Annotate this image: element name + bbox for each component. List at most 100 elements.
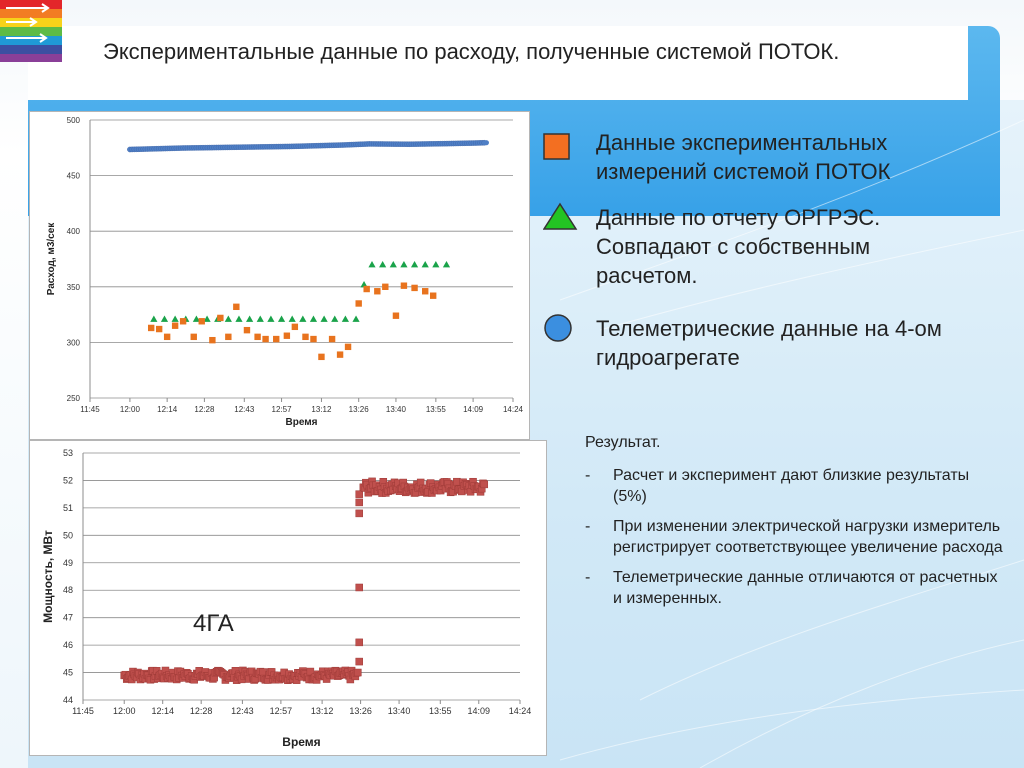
- x-axis-label: Время: [286, 417, 318, 428]
- potok-point: [171, 322, 179, 329]
- potok-point: [355, 300, 362, 307]
- power-point: [355, 638, 363, 647]
- power-point: [355, 657, 363, 666]
- power-chart: 44 45 46 47 48 49 50 51 52 53 11:45 12:00 12:14 12:28…: [29, 440, 547, 756]
- x-tick-label: 11:45: [72, 706, 94, 716]
- potok-point: [422, 288, 429, 295]
- power-point: [355, 509, 363, 518]
- power-point: [354, 668, 362, 677]
- power-chart-svg: 44 45 46 47 48 49 50 51 52 53 11:45 12:00 12:14 12:28…: [41, 448, 531, 749]
- potok-point: [283, 332, 291, 339]
- potok-point: [344, 343, 352, 351]
- potok-point: [243, 326, 251, 334]
- potok-point: [318, 353, 325, 361]
- potok-point: [147, 324, 155, 332]
- x-tick-label: 12:14: [157, 405, 178, 414]
- potok-point: [209, 336, 216, 344]
- orgres-point: [299, 315, 307, 322]
- x-tick-label: 12:28: [194, 405, 215, 414]
- potok-point: [233, 303, 240, 311]
- x-tick-label: 12:43: [234, 405, 255, 414]
- result-heading: Результат.: [585, 434, 661, 451]
- x-tick-label: 13:26: [349, 405, 370, 414]
- y-tick-label: 52: [63, 475, 73, 485]
- potok-point: [363, 285, 370, 293]
- orgres-point: [256, 315, 264, 322]
- orgres-point: [360, 280, 368, 288]
- result-bullet-text: Расчет и эксперимент дают близкие резуль…: [613, 467, 970, 505]
- potok-point: [400, 282, 408, 289]
- potok-point: [273, 335, 280, 343]
- potok-point: [336, 351, 344, 358]
- potok-point: [163, 333, 171, 341]
- power-point: [453, 477, 461, 486]
- x-tick-label: 13:26: [349, 706, 372, 716]
- y-tick-label: 400: [67, 227, 81, 236]
- orgres-point: [368, 260, 376, 268]
- flow-rate-chart: 250 300 350 400 450 500 11:45 12:00 12:14 12:28 12…: [29, 111, 530, 440]
- legend-triangle-icon: [543, 202, 578, 230]
- potok-point: [291, 323, 299, 331]
- potok-point: [382, 283, 389, 290]
- x-tick-label: 13:40: [388, 706, 411, 716]
- legend-item-orgres: Данные по отчету ОРГРЭС. Совпадают с соб…: [596, 205, 881, 288]
- orgres-point: [171, 315, 179, 322]
- bullet-dash: -: [585, 467, 591, 484]
- power-point: [355, 490, 363, 498]
- x-tick-label: 12:57: [270, 706, 293, 716]
- y-tick-label: 49: [63, 558, 73, 568]
- rainbow-arrows-logo: [0, 0, 62, 62]
- orgres-point: [203, 315, 211, 322]
- orgres-point: [277, 315, 286, 322]
- x-tick-label: 12:00: [113, 706, 136, 716]
- legend-item-potok: Данные экспериментальных измерений систе…: [596, 130, 891, 184]
- result-section: Результат. - Расчет и эксперимент дают б…: [585, 432, 1005, 618]
- power-point: [355, 498, 363, 507]
- x-tick-label: 14:09: [463, 405, 484, 414]
- orgres-point: [150, 315, 158, 322]
- potok-point: [392, 312, 400, 319]
- potok-point: [302, 333, 309, 341]
- x-tick-label: 11:45: [80, 405, 100, 414]
- result-bullet: - При изменении электрической нагрузки и…: [585, 516, 1005, 558]
- result-bullet-text: Телеметрические данные отличаются от рас…: [613, 569, 998, 607]
- y-tick-label: 48: [63, 585, 73, 595]
- power-point: [259, 668, 267, 676]
- x-tick-label: 14:09: [468, 706, 491, 716]
- orgres-point: [421, 260, 429, 268]
- y-tick-label: 450: [67, 172, 81, 181]
- orgres-point: [267, 315, 275, 322]
- orgres-point: [410, 260, 419, 268]
- result-bullet-text: При изменении электрической нагрузки изм…: [613, 518, 1003, 556]
- legend-square-icon: [543, 133, 570, 160]
- potok-point: [254, 333, 261, 341]
- orgres-point: [235, 315, 243, 322]
- telemetry-point: [483, 140, 489, 146]
- potok-point: [262, 335, 269, 343]
- x-tick-label: 13:55: [429, 706, 452, 716]
- result-bullet: - Расчет и эксперимент дают близкие резу…: [585, 465, 1005, 507]
- y-tick-label: 53: [63, 448, 73, 458]
- potok-point: [374, 288, 381, 295]
- power-point: [480, 480, 489, 489]
- power-point: [355, 583, 363, 592]
- legend-item-telemetry: Телеметрические данные на 4-ом гидроагре…: [596, 316, 942, 370]
- unit-label-4ga: 4ГА: [193, 610, 234, 637]
- y-tick-label: 300: [67, 338, 81, 347]
- y-axis-label: Мощность, МВт: [41, 530, 55, 623]
- y-tick-label: 46: [63, 640, 73, 650]
- potok-point: [310, 335, 317, 343]
- orgres-point: [192, 315, 201, 322]
- potok-point: [190, 333, 197, 341]
- orgres-point: [246, 315, 254, 322]
- orgres-point: [341, 315, 349, 322]
- y-tick-label: 47: [63, 613, 73, 623]
- y-tick-label: 45: [63, 668, 73, 678]
- y-tick-label: 50: [63, 530, 73, 540]
- legend-circle-icon: [544, 314, 572, 342]
- x-tick-label: 12:43: [231, 706, 254, 716]
- title-area: [28, 26, 968, 100]
- orgres-point: [432, 260, 440, 268]
- potok-point: [155, 325, 163, 333]
- y-tick-label: 51: [63, 503, 73, 513]
